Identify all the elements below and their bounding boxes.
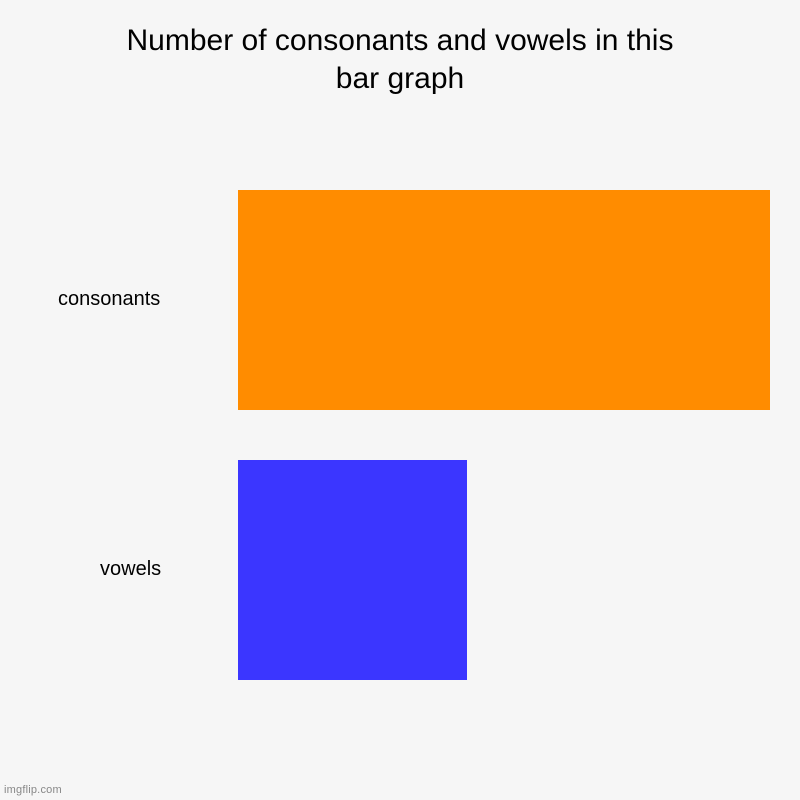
bar-vowels <box>238 460 467 680</box>
category-label-consonants: consonants <box>58 288 160 311</box>
category-label-vowels: vowels <box>100 558 161 581</box>
watermark: imgflip.com <box>4 784 62 796</box>
chart-title: Number of consonants and vowels in this … <box>0 22 800 97</box>
bar-consonants <box>238 190 770 410</box>
chart-canvas: Number of consonants and vowels in this … <box>0 0 800 800</box>
